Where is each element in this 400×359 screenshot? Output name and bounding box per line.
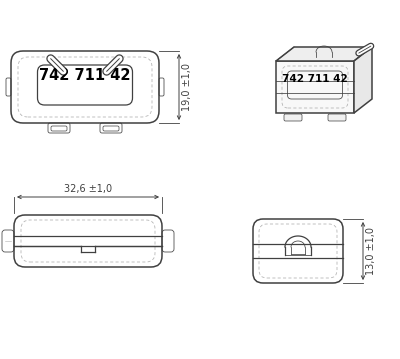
- Text: 19,0 ±1,0: 19,0 ±1,0: [182, 63, 192, 111]
- Text: 742 711 42: 742 711 42: [282, 74, 348, 84]
- Text: 742 711 42: 742 711 42: [39, 67, 131, 83]
- Polygon shape: [354, 47, 372, 113]
- Polygon shape: [276, 61, 354, 113]
- FancyBboxPatch shape: [328, 114, 346, 121]
- Text: 13,0 ±1,0: 13,0 ±1,0: [366, 227, 376, 275]
- Polygon shape: [276, 47, 372, 61]
- FancyBboxPatch shape: [284, 114, 302, 121]
- Text: 32,6 ±1,0: 32,6 ±1,0: [64, 184, 112, 194]
